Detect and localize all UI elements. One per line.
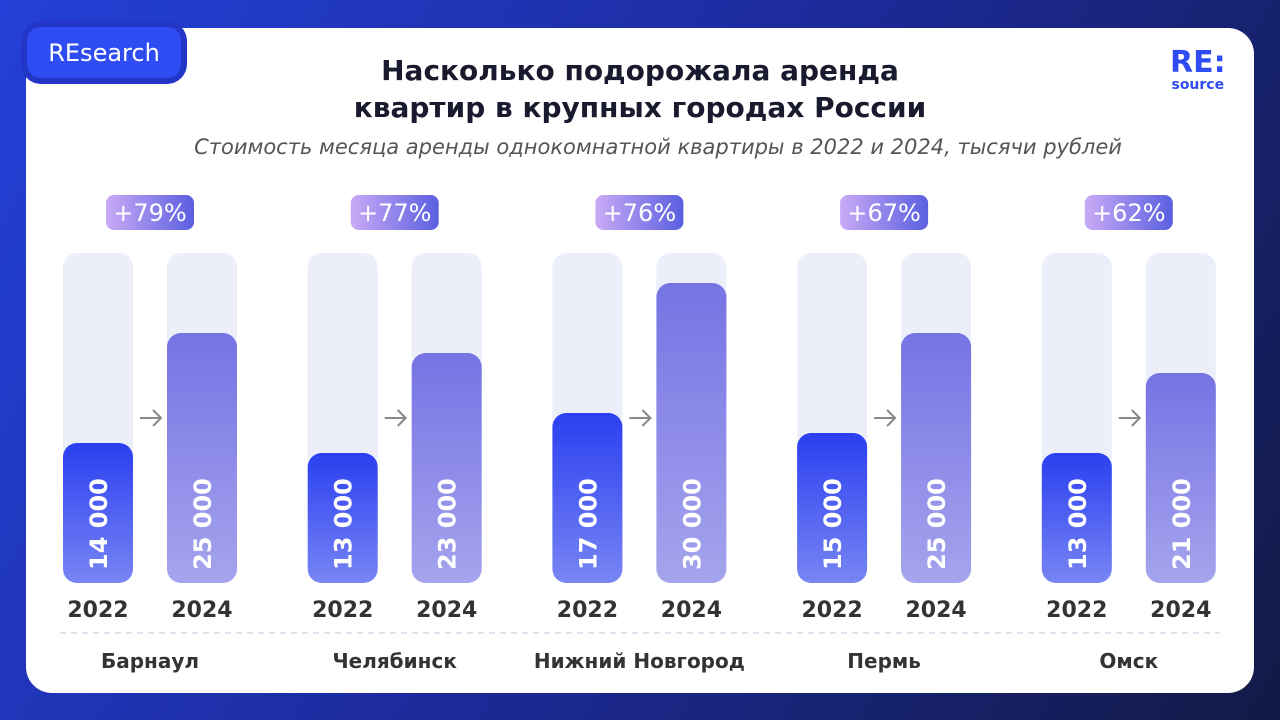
change-label: +77% bbox=[358, 199, 431, 227]
value-label: 14 000 bbox=[85, 478, 113, 570]
category-label: Челябинск bbox=[332, 649, 457, 673]
category-label: Нижний Новгород bbox=[534, 649, 745, 673]
bar bbox=[1145, 373, 1216, 583]
brand-badge: REsearch bbox=[27, 27, 181, 78]
legend-year: 2024 bbox=[171, 598, 232, 623]
legend-year: 2024 bbox=[661, 598, 722, 623]
category-label: Барнаул bbox=[101, 649, 199, 673]
logo-sub: source bbox=[1171, 77, 1225, 93]
value-label: 13 000 bbox=[330, 478, 358, 570]
value-label: 17 000 bbox=[574, 478, 602, 570]
legend-year: 2022 bbox=[312, 598, 373, 623]
legend-year: 2024 bbox=[905, 598, 966, 623]
arrow bbox=[384, 409, 408, 427]
value-label: 25 000 bbox=[923, 478, 951, 570]
legend-year: 2022 bbox=[557, 598, 618, 623]
bar bbox=[63, 443, 133, 583]
legend-year: 2024 bbox=[416, 598, 477, 623]
legend-year: 2022 bbox=[1046, 598, 1107, 623]
bar bbox=[552, 413, 623, 583]
arrow bbox=[629, 409, 652, 427]
chart-title: Насколько подорожала аренда квартир в кр… bbox=[353, 54, 927, 124]
bar bbox=[1041, 453, 1112, 583]
bar bbox=[411, 353, 482, 583]
category-label: Пермь bbox=[847, 649, 921, 673]
bar bbox=[797, 433, 868, 583]
logo-text: RE: bbox=[1170, 45, 1226, 80]
arrow bbox=[140, 409, 163, 427]
bar bbox=[307, 453, 378, 583]
value-label: 21 000 bbox=[1168, 478, 1196, 570]
category-label: Омск bbox=[1099, 649, 1158, 673]
arrow bbox=[1118, 409, 1142, 427]
change-badge-bg bbox=[350, 195, 439, 230]
value-label: 25 000 bbox=[189, 478, 217, 570]
value-label: 15 000 bbox=[819, 478, 847, 570]
change-badge-bg bbox=[595, 195, 684, 230]
bar bbox=[656, 283, 727, 583]
change-badge-bg bbox=[840, 195, 929, 230]
arrow bbox=[874, 409, 897, 427]
logo: RE: source bbox=[1170, 45, 1226, 93]
value-label: 30 000 bbox=[678, 478, 706, 570]
bar bbox=[901, 333, 972, 583]
legend-year: 2022 bbox=[67, 598, 128, 623]
bar bbox=[167, 333, 237, 583]
legend-year: 2024 bbox=[1150, 598, 1211, 623]
change-label: +79% bbox=[113, 199, 186, 227]
change-label: +67% bbox=[847, 199, 920, 227]
value-label: 23 000 bbox=[434, 478, 462, 570]
legend-year: 2022 bbox=[801, 598, 862, 623]
chart-subtitle: Стоимость месяца аренды однокомнатной кв… bbox=[194, 135, 1122, 159]
value-label: 13 000 bbox=[1064, 478, 1092, 570]
change-badge-bg bbox=[1084, 195, 1173, 230]
change-label: +76% bbox=[603, 199, 676, 227]
change-label: +62% bbox=[1092, 199, 1165, 227]
change-badge-bg bbox=[106, 195, 194, 230]
